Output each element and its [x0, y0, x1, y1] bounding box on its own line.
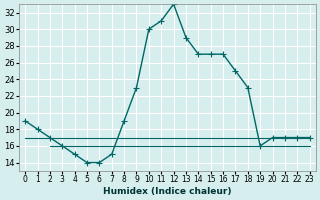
X-axis label: Humidex (Indice chaleur): Humidex (Indice chaleur) — [103, 187, 232, 196]
